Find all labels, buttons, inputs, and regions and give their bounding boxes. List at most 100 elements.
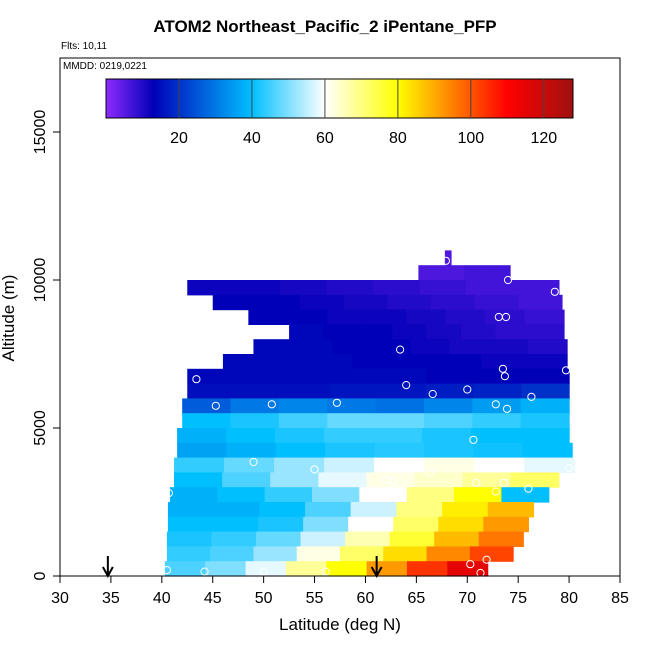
heatmap-cell (226, 442, 277, 459)
heatmap-cell (259, 502, 306, 518)
dates-label: MMDD: 0219,0221 (63, 61, 147, 72)
heatmap-cell (406, 487, 455, 503)
sample-marker (441, 256, 450, 265)
heatmap-cell (351, 354, 396, 370)
heatmap-cell (501, 487, 550, 503)
heatmap-cell (253, 339, 294, 355)
heatmap-cell (472, 398, 522, 414)
plot-frame (59, 57, 621, 577)
sample-marker (472, 478, 481, 487)
heatmap-cell (520, 428, 570, 444)
heatmap-cell (222, 472, 271, 488)
heatmap-cell (303, 516, 349, 533)
heatmap-cell (485, 309, 526, 325)
heatmap-cell (222, 354, 267, 370)
x-tick-label: 65 (407, 590, 425, 607)
sample-marker (332, 398, 341, 407)
sample-marker (503, 275, 513, 285)
heatmap-cell (177, 428, 227, 444)
colorbar-tick-label: 60 (316, 130, 334, 147)
heatmap-cell (529, 324, 565, 340)
heatmap-cell (512, 280, 560, 296)
heatmap-cell (378, 368, 427, 385)
sample-marker (382, 475, 391, 484)
heatmap-cell (424, 413, 473, 429)
x-tick-label: 40 (153, 590, 171, 607)
y-tick-label: 5000 (32, 410, 49, 446)
heatmap-cell (167, 516, 214, 533)
heatmap-cell (256, 294, 301, 311)
heatmap-cell (300, 294, 345, 311)
heatmap-cell (275, 442, 326, 459)
heatmap-cell (327, 398, 377, 414)
heatmap-cell (312, 487, 360, 503)
heatmap-cell (522, 442, 573, 459)
x-tick-label: 55 (306, 590, 324, 607)
heatmap-cell (327, 413, 377, 429)
heatmap-cell (217, 487, 266, 503)
sample-marker (469, 435, 478, 444)
heatmap-cell (211, 531, 257, 547)
heatmap-cell (442, 502, 489, 518)
heatmap-cell (478, 531, 524, 547)
heatmap-cell (330, 368, 379, 385)
heatmap-cell (343, 294, 388, 311)
heatmap-cell (248, 309, 289, 325)
sample-marker (428, 389, 437, 399)
sample-marker (388, 477, 397, 486)
heatmap-cell (466, 280, 514, 296)
heatmap-cell (460, 324, 496, 340)
heatmap-cell (324, 457, 375, 473)
heatmap-cell (473, 383, 522, 399)
heatmap-cells (164, 250, 575, 577)
heatmap-cell (441, 265, 465, 281)
arrow-head (101, 566, 114, 579)
heatmap-cell (426, 546, 471, 562)
heatmap-cell (410, 339, 451, 355)
heatmap-cell (438, 516, 484, 533)
heatmap-cell (487, 265, 511, 281)
heatmap-cell (392, 324, 428, 340)
heatmap-cell (345, 531, 391, 547)
heatmap-cell (375, 413, 425, 429)
x-tick-label: 75 (509, 590, 527, 607)
heatmap-cell (425, 383, 475, 399)
sample-marker (192, 375, 201, 384)
sample-marker (310, 465, 319, 474)
heatmap-cell (387, 294, 432, 311)
heatmap-cell (331, 339, 372, 355)
chart-title: ATOM2 Northeast_Pacific_2 iPentane_PFP (153, 17, 497, 36)
x-tick-label: 30 (51, 590, 69, 607)
sample-marker (162, 566, 171, 575)
sample-marker (501, 312, 511, 322)
heatmap-cell (445, 309, 486, 325)
sample-marker (500, 372, 509, 381)
heatmap-cell (425, 368, 475, 385)
heatmap-cell (488, 339, 529, 355)
heatmap-cell (394, 354, 439, 370)
colorbar-gradient (105, 78, 574, 119)
y-tick-label: 15000 (32, 110, 49, 155)
heatmap-cell (292, 339, 333, 355)
heatmap-cell (524, 354, 568, 370)
x-axis-label: Latitude (deg N) (279, 615, 401, 634)
heatmap-cell (406, 309, 447, 325)
heatmap-cell (326, 280, 374, 296)
heatmap-cell (375, 398, 425, 414)
heatmap-cell (205, 561, 247, 577)
sample-marker (402, 381, 411, 390)
x-tick-label: 85 (611, 590, 629, 607)
heatmap-cell (393, 516, 439, 533)
heatmap-cell (521, 383, 570, 399)
heatmap-cell (210, 546, 255, 562)
latitude-arrows (101, 556, 383, 579)
axes: 30 35 40 45 50 55 60 65 70 75 80 85 0 5000 10000 15000 (32, 57, 629, 607)
heatmap-cell (233, 280, 281, 296)
sample-markers (162, 256, 574, 578)
sample-marker (259, 567, 268, 576)
heatmap-cell (471, 428, 521, 444)
sample-marker (476, 568, 485, 578)
heatmap-cell (275, 428, 325, 444)
heatmap-cell (454, 487, 502, 503)
